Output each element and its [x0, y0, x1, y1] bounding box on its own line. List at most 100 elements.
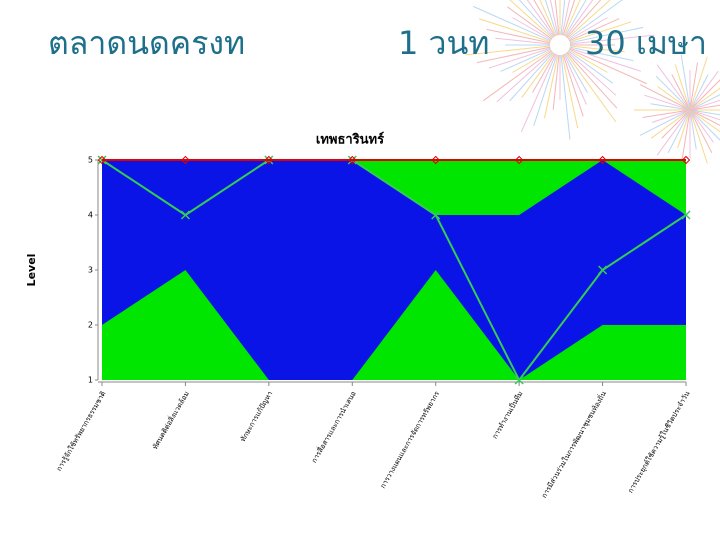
firework-ray — [561, 0, 571, 36]
firework-ray — [680, 109, 691, 166]
firework-ray — [563, 0, 581, 37]
marker — [264, 155, 274, 165]
marker — [514, 155, 524, 165]
firework-ray — [479, 18, 551, 43]
firework-ray — [561, 54, 579, 129]
firework-ray — [509, 0, 553, 39]
y-tick-label: 1 — [88, 376, 93, 385]
x-tick-label: การวางแผนและการจัดการทรัพยากร — [379, 390, 441, 490]
header-part: ตลาดนดครงท — [48, 24, 245, 62]
firework-ray — [568, 18, 620, 42]
firework-ray — [488, 47, 551, 69]
firework-ray — [657, 86, 691, 111]
firework-ray — [526, 0, 555, 38]
firework-ray — [667, 109, 691, 153]
y-tick-label: 5 — [88, 156, 93, 165]
firework-ray — [689, 109, 720, 141]
firework-ray — [569, 26, 644, 44]
firework-ray — [544, 0, 558, 36]
x-tick-label: การทำงานเป็นทีม — [490, 390, 525, 441]
firework-ray — [569, 47, 641, 72]
firework-ray — [565, 0, 594, 38]
firework-ray — [564, 0, 587, 37]
firework-ray — [689, 99, 720, 111]
firework-ray — [512, 49, 552, 73]
firework-ray — [689, 70, 719, 111]
firework-ray — [512, 17, 552, 41]
marker — [431, 210, 441, 220]
firework-ray — [507, 6, 553, 40]
firework-ray — [651, 109, 691, 123]
firework-ray — [560, 54, 571, 140]
firework-ray — [569, 34, 655, 45]
firework-ray — [564, 53, 588, 93]
header-part: 1 วนท — [398, 24, 489, 62]
firework-ray — [568, 48, 647, 85]
x-tick-label: ทัศนคติต่อสิ่งแวดล้อม — [150, 390, 191, 451]
firework-ray — [486, 28, 551, 44]
firework-ray — [521, 52, 555, 98]
firework-ray — [567, 51, 617, 96]
y-tick-label: 2 — [88, 321, 93, 330]
firework-ray — [465, 45, 551, 56]
firework-ray — [533, 0, 556, 37]
firework-ray — [554, 0, 560, 36]
firework-ray — [568, 17, 608, 41]
firework-ray — [689, 74, 709, 111]
firework-ray — [661, 109, 691, 139]
plot: 1 2 3 4 5 การรู้จักใช้ทรัพยากรธรรมชาติ ทัศนคติ… — [54, 155, 692, 499]
firework-ray — [543, 54, 559, 119]
firework-ray — [520, 53, 557, 132]
area — [102, 160, 686, 380]
x-tick-label: การสื่อสารและการนำเสนอ — [309, 390, 357, 465]
firework-ray — [689, 109, 713, 153]
x-tick-label: ทักษะการแก้ปัญหา — [239, 390, 274, 443]
firework-ray — [689, 109, 714, 143]
firework-ray — [476, 46, 551, 64]
firework-ray — [533, 54, 558, 126]
firework-ray — [655, 75, 691, 111]
firework-ray — [569, 45, 625, 53]
firework-ray — [562, 0, 576, 36]
firework-ray — [567, 0, 623, 40]
fireworks-decoration — [465, 0, 720, 166]
marker — [348, 155, 357, 165]
firework-ray — [532, 53, 556, 93]
firework-ray — [509, 52, 554, 102]
firework-ray — [473, 5, 552, 42]
firework-ray — [565, 52, 617, 123]
marker — [681, 210, 691, 220]
firework-ray — [568, 49, 608, 73]
firework-ray — [539, 0, 557, 37]
firework-ray — [689, 62, 699, 111]
y-tick-label: 3 — [88, 266, 93, 275]
line — [101, 159, 687, 382]
area — [102, 270, 686, 380]
firework-ray — [671, 74, 691, 111]
x-tick-label: การมีส่วนร่วมในการพัฒนาชุมชนท้องถิ่น — [539, 389, 608, 499]
marker — [97, 155, 107, 165]
firework-ray — [689, 109, 720, 133]
firework-ray — [650, 103, 691, 111]
marker — [598, 155, 607, 165]
marker — [514, 375, 524, 385]
firework-ray — [689, 109, 720, 121]
firework-ray — [656, 64, 691, 111]
marker — [180, 210, 190, 220]
firework-ray — [500, 48, 552, 72]
marker — [598, 265, 608, 275]
firework-ray — [639, 109, 691, 136]
firework-ray — [563, 53, 587, 105]
firework-ray — [689, 87, 720, 111]
firework-ray — [518, 0, 554, 38]
firework-ray — [689, 109, 708, 164]
marker — [181, 155, 190, 165]
firework-ray — [650, 109, 691, 139]
firework-ray — [677, 109, 691, 149]
firework-ray — [689, 94, 720, 111]
chart-title: เทพธารินทร์ — [316, 132, 384, 148]
firework-ray — [482, 50, 553, 102]
firework-ray — [552, 54, 560, 110]
firework-ray — [644, 94, 691, 111]
